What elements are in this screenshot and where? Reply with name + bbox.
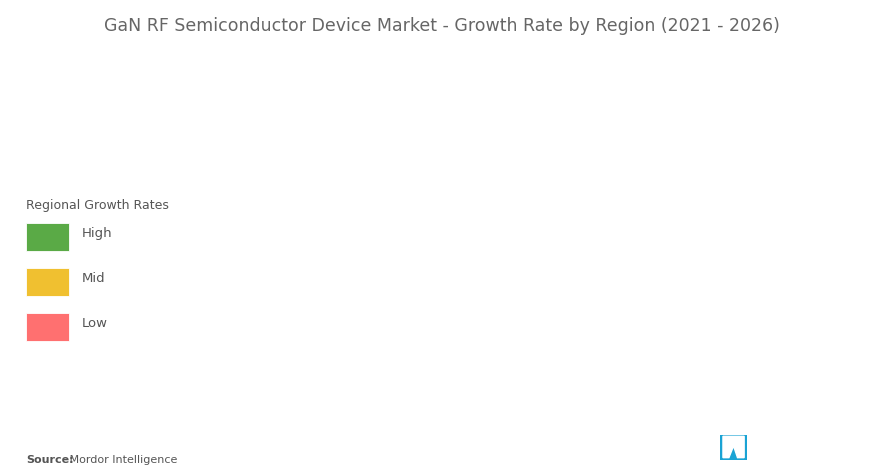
Text: Source:: Source: (26, 455, 74, 465)
Text: Low: Low (82, 317, 108, 331)
Polygon shape (723, 436, 744, 458)
FancyBboxPatch shape (720, 435, 747, 460)
Text: Regional Growth Rates: Regional Growth Rates (26, 199, 170, 212)
Text: Mordor Intelligence: Mordor Intelligence (66, 455, 177, 465)
Text: Mid: Mid (82, 272, 106, 285)
Text: GaN RF Semiconductor Device Market - Growth Rate by Region (2021 - 2026): GaN RF Semiconductor Device Market - Gro… (103, 17, 780, 35)
Text: High: High (82, 227, 113, 240)
